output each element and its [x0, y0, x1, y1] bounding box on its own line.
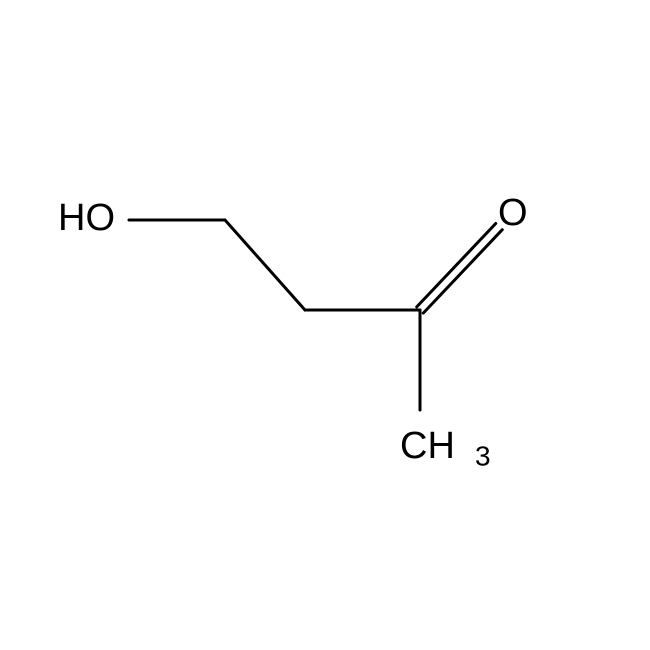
atom-label-O2: O	[498, 192, 528, 234]
atom-label-O1: HO	[58, 197, 115, 239]
atom-label-C4: CH	[400, 425, 455, 467]
atom-label-C4sub: 3	[475, 440, 491, 471]
molecule-diagram: HO O CH 3	[0, 0, 650, 650]
